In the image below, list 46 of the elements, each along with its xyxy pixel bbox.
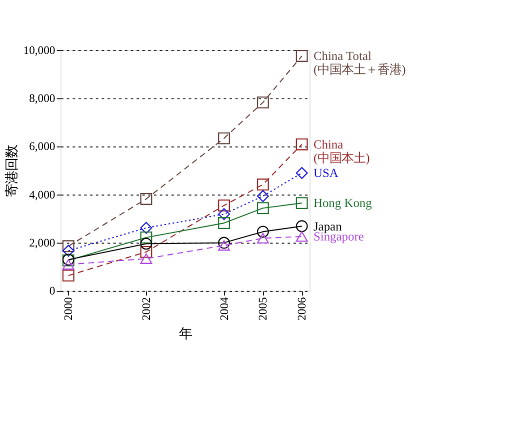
point — [218, 132, 230, 144]
point — [256, 178, 269, 191]
x-tick-label: 2002 — [140, 296, 153, 320]
point — [296, 138, 308, 150]
point — [218, 236, 230, 249]
point — [256, 232, 269, 244]
y-tick-label: 10,000 — [23, 44, 56, 57]
point — [140, 253, 152, 264]
point — [62, 240, 74, 252]
y-tick-label: 2,000 — [29, 236, 56, 250]
point — [296, 197, 308, 210]
point — [296, 220, 308, 232]
x-tick-label: 2000 — [62, 296, 76, 320]
point — [256, 190, 269, 202]
point — [62, 259, 74, 270]
point — [256, 96, 269, 108]
point — [256, 226, 269, 238]
x-tick-label: 2004 — [218, 296, 231, 320]
y-tick-label: 4,000 — [29, 188, 56, 202]
point — [140, 222, 152, 234]
y-tick-label: 0 — [49, 284, 56, 298]
series-label: China Total (中国本土＋香港) — [313, 49, 406, 76]
point — [296, 231, 308, 242]
series-label: China (中国本土) — [313, 137, 370, 165]
point — [218, 240, 230, 251]
point — [140, 192, 152, 205]
point — [256, 202, 269, 214]
series-label: USA — [313, 166, 338, 180]
point — [296, 166, 308, 179]
x-tick-label: 2006 — [296, 296, 309, 320]
point — [218, 217, 230, 230]
x-tick-label: 2005 — [256, 296, 270, 320]
y-tick-label: 8,000 — [29, 92, 56, 106]
x-axis-title: 年 — [179, 326, 192, 341]
point — [218, 199, 230, 212]
series-label: Japan — [313, 219, 343, 234]
point — [62, 270, 74, 282]
series-label: Hong Kong — [313, 196, 372, 210]
point — [140, 232, 152, 244]
y-axis-title: 寄港回数 — [4, 144, 19, 197]
point — [62, 244, 74, 257]
point — [218, 208, 230, 220]
point — [140, 246, 152, 258]
point — [296, 50, 308, 62]
y-tick-label: 6,000 — [29, 140, 56, 154]
point — [140, 238, 152, 250]
